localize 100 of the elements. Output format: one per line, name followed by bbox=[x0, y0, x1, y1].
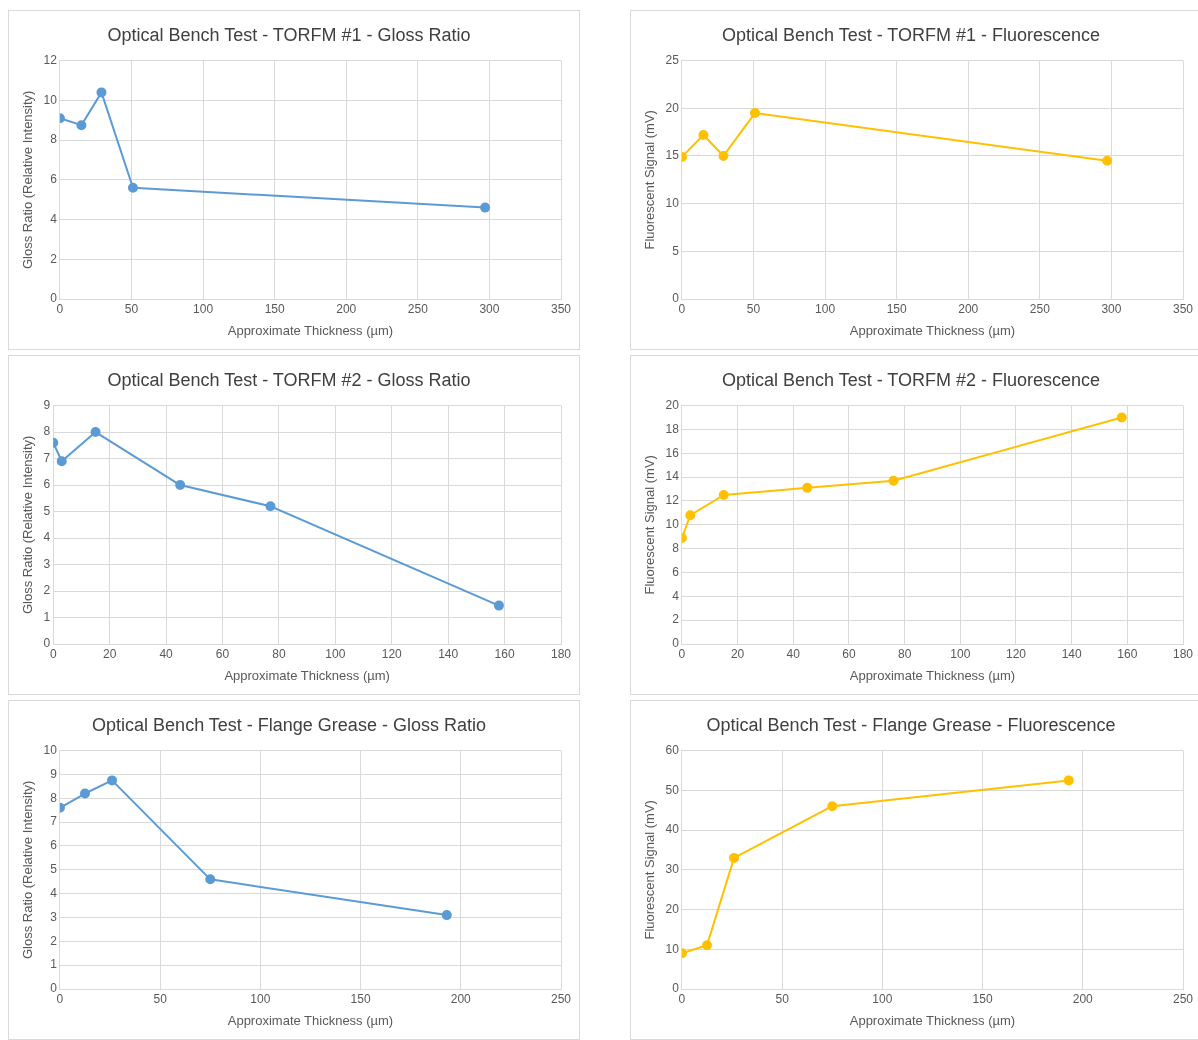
x-tick-label: 50 bbox=[124, 301, 139, 316]
y-tick-label: 4 bbox=[50, 211, 58, 226]
x-tick-label: 150 bbox=[972, 991, 993, 1006]
x-tick-label: 150 bbox=[350, 991, 371, 1006]
x-axis-title: Approximate Thickness (µm) bbox=[849, 322, 1016, 338]
x-tick-label: 120 bbox=[381, 646, 403, 661]
y-tick-label: 8 bbox=[672, 540, 680, 555]
x-tick-label: 100 bbox=[872, 991, 893, 1006]
y-tick-label: 8 bbox=[50, 132, 58, 147]
chart-title: Optical Bench Test - Flange Grease - Fluorescence bbox=[706, 714, 1116, 735]
y-tick-label: 8 bbox=[43, 424, 51, 439]
point bbox=[1102, 155, 1113, 166]
x-tick-label: 300 bbox=[479, 301, 500, 316]
y-tick-label: 0 bbox=[50, 291, 58, 306]
y-tick-label: 20 bbox=[665, 100, 680, 115]
point bbox=[718, 150, 729, 161]
x-tick-label: 250 bbox=[1029, 301, 1051, 316]
y-tick-label: 1 bbox=[50, 957, 58, 972]
x-tick-label: 250 bbox=[550, 991, 572, 1006]
point bbox=[749, 108, 760, 119]
chart-title: Optical Bench Test - Flange Grease - Gloss Ratio bbox=[92, 714, 486, 735]
x-tick-label: 80 bbox=[897, 646, 912, 661]
y-tick-label: 40 bbox=[665, 822, 680, 837]
y-axis-title: Fluorescent Signal (mV) bbox=[642, 455, 658, 595]
x-tick-label: 180 bbox=[1172, 646, 1194, 661]
y-tick-label: 0 bbox=[672, 981, 680, 996]
point bbox=[685, 510, 696, 521]
point bbox=[80, 788, 90, 799]
y-tick-label: 10 bbox=[665, 517, 680, 532]
y-axis-title: Gloss Ratio (Relative Intensity) bbox=[20, 435, 36, 615]
y-tick-label: 30 bbox=[665, 862, 680, 877]
x-tick-label: 250 bbox=[407, 301, 429, 316]
x-tick-label: 50 bbox=[153, 991, 168, 1006]
chart-title: Optical Bench Test - TORFM #2 - Fluorescence bbox=[721, 369, 1101, 390]
x-axis-title: Approximate Thickness (µm) bbox=[224, 667, 390, 683]
x-tick-label: 20 bbox=[103, 646, 117, 661]
chart-title: Optical Bench Test - TORFM #1 - Gloss Ratio bbox=[107, 24, 471, 45]
x-tick-label: 120 bbox=[1005, 646, 1027, 661]
x-tick-label: 20 bbox=[730, 646, 745, 661]
y-tick-label: 6 bbox=[50, 172, 58, 187]
x-tick-label: 350 bbox=[1172, 301, 1194, 316]
y-tick-label: 4 bbox=[50, 885, 58, 900]
y-tick-label: 6 bbox=[50, 838, 58, 853]
x-tick-label: 100 bbox=[193, 301, 214, 316]
point bbox=[827, 801, 838, 812]
point bbox=[802, 482, 813, 493]
point bbox=[175, 480, 186, 491]
x-tick-label: 100 bbox=[815, 301, 836, 316]
y-tick-label: 0 bbox=[43, 636, 51, 651]
x-tick-label: 50 bbox=[775, 991, 790, 1006]
y-tick-label: 4 bbox=[672, 588, 680, 603]
x-axis-title: Approximate Thickness (µm) bbox=[849, 1012, 1016, 1028]
y-tick-label: 50 bbox=[665, 782, 680, 797]
x-tick-label: 150 bbox=[264, 301, 286, 316]
y-tick-label: 6 bbox=[43, 477, 51, 492]
y-tick-label: 2 bbox=[50, 251, 58, 266]
y-tick-label: 20 bbox=[665, 901, 680, 916]
y-tick-label: 14 bbox=[665, 469, 680, 484]
x-axis-title: Approximate Thickness (µm) bbox=[227, 322, 394, 338]
chart-title: Optical Bench Test - TORFM #2 - Gloss Ratio bbox=[107, 369, 471, 390]
point bbox=[56, 456, 67, 467]
y-axis-title: Gloss Ratio (Relative Intensity) bbox=[20, 90, 36, 270]
x-tick-label: 100 bbox=[325, 646, 346, 661]
y-tick-label: 2 bbox=[50, 933, 58, 948]
y-tick-label: 16 bbox=[665, 445, 680, 460]
y-tick-label: 8 bbox=[50, 790, 58, 805]
y-tick-label: 5 bbox=[672, 243, 680, 258]
y-tick-label: 15 bbox=[665, 148, 680, 163]
y-tick-label: 18 bbox=[665, 421, 680, 436]
x-tick-label: 200 bbox=[1072, 991, 1094, 1006]
point bbox=[90, 427, 101, 438]
x-tick-label: 80 bbox=[272, 646, 286, 661]
x-tick-label: 160 bbox=[494, 646, 515, 661]
x-tick-label: 200 bbox=[958, 301, 979, 316]
y-tick-label: 9 bbox=[43, 397, 51, 412]
x-tick-label: 100 bbox=[950, 646, 971, 661]
y-tick-label: 2 bbox=[672, 612, 680, 627]
x-axis-title: Approximate Thickness (µm) bbox=[227, 1012, 394, 1028]
y-tick-label: 10 bbox=[43, 742, 58, 757]
point bbox=[698, 129, 709, 140]
y-tick-label: 25 bbox=[665, 52, 680, 67]
y-tick-label: 3 bbox=[50, 909, 58, 924]
y-tick-label: 0 bbox=[50, 981, 58, 996]
x-tick-label: 100 bbox=[250, 991, 271, 1006]
x-tick-label: 140 bbox=[438, 646, 459, 661]
y-tick-label: 10 bbox=[665, 941, 680, 956]
x-tick-label: 350 bbox=[550, 301, 572, 316]
x-tick-label: 60 bbox=[842, 646, 856, 661]
x-tick-label: 60 bbox=[215, 646, 230, 661]
y-tick-label: 60 bbox=[665, 742, 680, 757]
y-tick-label: 3 bbox=[43, 556, 51, 571]
point bbox=[493, 600, 504, 611]
y-tick-label: 7 bbox=[43, 450, 51, 465]
y-tick-label: 10 bbox=[43, 92, 58, 107]
y-tick-label: 4 bbox=[43, 530, 51, 545]
y-tick-label: 5 bbox=[50, 862, 58, 877]
point bbox=[265, 501, 276, 512]
x-tick-label: 200 bbox=[336, 301, 357, 316]
y-tick-label: 12 bbox=[665, 493, 680, 508]
x-tick-label: 160 bbox=[1117, 646, 1138, 661]
